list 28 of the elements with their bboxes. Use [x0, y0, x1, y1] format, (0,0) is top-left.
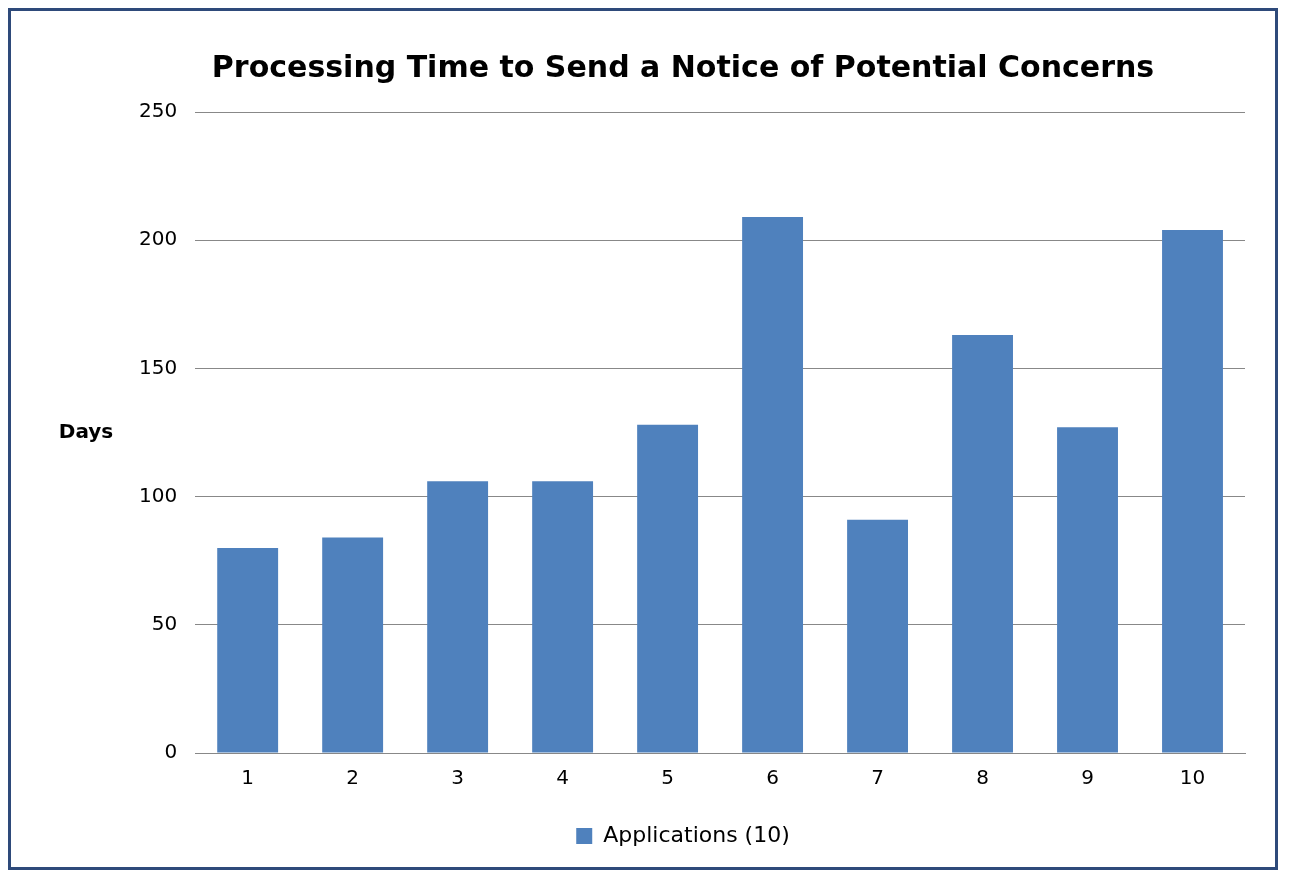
bar: [427, 481, 489, 753]
y-tick-label: 200: [138, 226, 178, 251]
x-tick-label: 9: [1081, 765, 1094, 790]
bar: [322, 537, 384, 753]
bar: [217, 547, 279, 753]
bar: [1057, 427, 1118, 753]
x-tick-label: 7: [871, 765, 884, 790]
bar: [637, 424, 699, 753]
x-tick-label: 3: [451, 765, 464, 790]
x-tick-label: 5: [661, 765, 674, 790]
bar: [1162, 229, 1223, 753]
x-tick-label: 4: [556, 765, 569, 790]
y-tick-label: 150: [138, 354, 178, 379]
bar: [952, 335, 1013, 753]
x-tick-label: 10: [1179, 765, 1206, 790]
bar: [532, 481, 594, 753]
x-tick-label: 2: [346, 765, 360, 790]
x-tick-label: 8: [976, 765, 989, 790]
y-tick-label: 100: [138, 482, 178, 507]
y-tick-label: 0: [164, 739, 178, 764]
y-tick-label: 50: [151, 611, 178, 635]
x-tick-label: 6: [766, 765, 779, 790]
bar: [847, 519, 909, 753]
y-tick-label: 250: [138, 98, 178, 123]
x-tick-label: 1: [241, 765, 255, 790]
bar: [742, 217, 804, 753]
chart-title: Processing Time to Send a Notice of Potential Concerns: [211, 48, 1155, 84]
y-axis-title: Days: [58, 418, 114, 443]
